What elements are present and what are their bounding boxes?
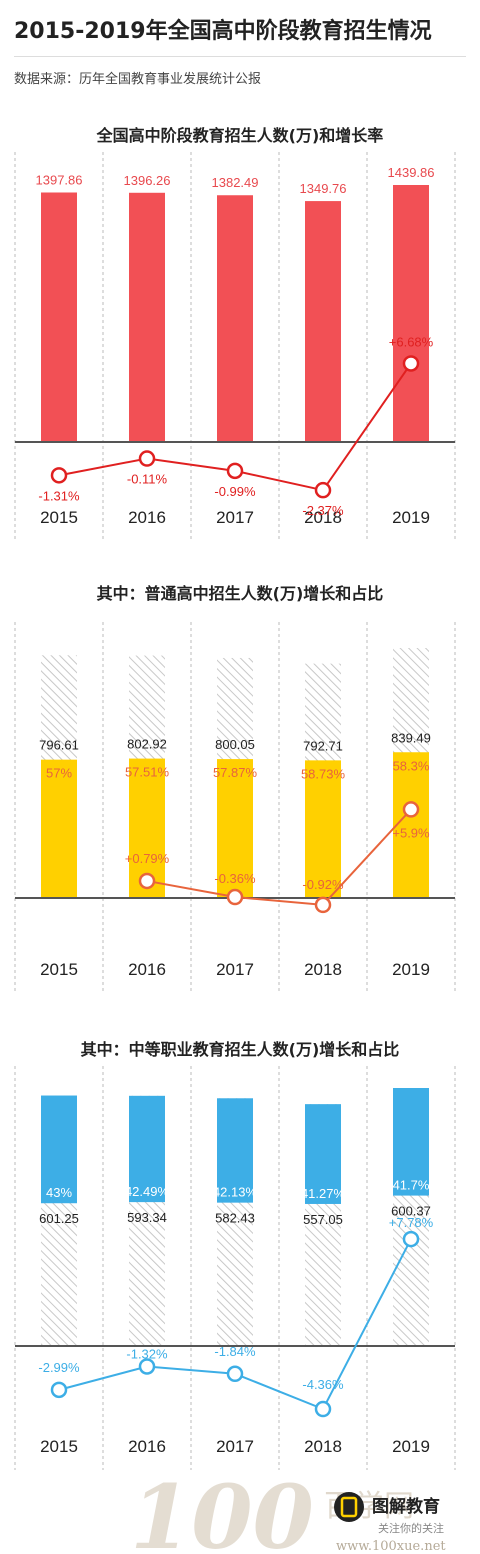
growth-rate-label: -0.36% (214, 871, 256, 886)
x-tick-label: 2018 (304, 960, 342, 979)
chart-title-general: 其中：普通高中招生人数(万)增长和占比 (96, 584, 384, 603)
x-tick-label: 2016 (128, 1437, 166, 1456)
brand-name: 图解教育 (372, 1496, 440, 1517)
share-label: 41.27% (301, 1186, 346, 1201)
line-point (50, 467, 68, 484)
brand-icon-mark (340, 1496, 358, 1518)
growth-rate-label: +0.79% (125, 851, 170, 866)
line-point (314, 896, 332, 914)
bar-total-enrollment (217, 195, 253, 442)
share-label: 57.87% (213, 765, 258, 780)
line-point (226, 462, 244, 480)
bar-general-enrollment (217, 759, 253, 898)
bar-vocational-enrollment (129, 1095, 165, 1203)
growth-rate-label: +7.78% (389, 1215, 434, 1230)
growth-rate-label: -1.32% (126, 1346, 168, 1361)
x-tick-label: 2015 (40, 508, 78, 527)
bar-value-label: 557.05 (303, 1212, 343, 1227)
chart-general-high-school: 2015 2016 2017 2018 2019 796.61 57% 802.92 57.51… (14, 622, 456, 992)
x-tick-label: 2019 (392, 508, 430, 527)
growth-rate-label: +5.9% (392, 825, 430, 840)
line-point (402, 801, 420, 818)
bar-value-label: 1382.49 (212, 175, 259, 190)
growth-line-general (146, 808, 412, 906)
line-point (402, 355, 420, 372)
bar-vocational-enrollment (41, 1095, 77, 1204)
share-label: 42.13% (213, 1185, 258, 1200)
line-point (50, 1381, 68, 1399)
growth-rate-label: -1.84% (214, 1344, 256, 1359)
share-label: 58.73% (301, 766, 346, 781)
share-label: 58.3% (393, 758, 430, 773)
brand-icon (334, 1492, 364, 1522)
bar-vocational-enrollment (305, 1104, 341, 1204)
chart-vocational-education: 2015 2016 2017 2018 2019 43% 601.25 42.49% 593.3… (14, 1066, 456, 1470)
data-source: 数据来源：历年全国教育事业发展统计公报 (14, 72, 262, 87)
line-point (314, 481, 332, 499)
share-label: 57% (46, 766, 72, 781)
growth-rate-label: +6.68% (389, 334, 434, 349)
share-label: 57.51% (125, 765, 170, 780)
bar-value-label: 1397.86 (36, 172, 83, 187)
line-point (138, 450, 156, 467)
bar-vocational-enrollment (393, 1088, 429, 1196)
share-label: 42.49% (125, 1184, 170, 1199)
bar-value-label: 582.43 (215, 1211, 255, 1226)
x-tick-label: 2019 (392, 960, 430, 979)
page-title: 2015-2019年全国高中阶段教育招生情况 (14, 19, 432, 44)
bar-value-label: 1396.26 (124, 173, 171, 188)
line-point (138, 1358, 156, 1375)
bar-total-enrollment (41, 192, 77, 442)
chart-title-total: 全国高中阶段教育招生人数(万)和增长率 (96, 126, 384, 145)
growth-rate-label: -0.92% (302, 877, 344, 892)
bar-value-label: 792.71 (303, 738, 343, 753)
growth-rate-label: -1.31% (38, 488, 80, 503)
growth-rate-label: -0.11% (127, 472, 168, 487)
line-point (226, 888, 244, 906)
x-tick-label: 2018 (304, 508, 342, 527)
x-tick-label: 2019 (392, 1437, 430, 1456)
chart-total-enrollment: 2015 2016 2017 2018 2019 1397.86 1396.26 1382.4… (14, 152, 456, 542)
share-label: 41.7% (393, 1178, 430, 1193)
x-tick-label: 2016 (128, 960, 166, 979)
x-tick-label: 2017 (216, 1437, 254, 1456)
title-divider (14, 56, 466, 57)
x-tick-label: 2017 (216, 960, 254, 979)
bar-total-enrollment (305, 201, 341, 442)
bar-value-label: 802.92 (127, 737, 167, 752)
x-tick-label: 2018 (304, 1437, 342, 1456)
bar-general-enrollment (305, 760, 341, 898)
bar-value-label: 593.34 (127, 1210, 167, 1225)
line-point (314, 1400, 332, 1418)
bar-value-label: 839.49 (391, 730, 431, 745)
x-tick-label: 2017 (216, 508, 254, 527)
bar-value-label: 800.05 (215, 737, 255, 752)
site-url: www.100xue.net (336, 1539, 446, 1554)
line-point (402, 1230, 420, 1248)
brand-tagline: 关注你的关注 (378, 1521, 444, 1535)
bar-value-label: 1439.86 (388, 165, 435, 180)
growth-rate-label: -4.36% (302, 1377, 344, 1392)
bar-value-label: 600.37 (391, 1204, 431, 1219)
bar-general-enrollment (41, 759, 77, 898)
chart-title-vocational: 其中：中等职业教育招生人数(万)增长和占比 (80, 1040, 400, 1059)
bar-value-label: 1349.76 (300, 181, 347, 196)
x-tick-label: 2015 (40, 960, 78, 979)
bar-total-enrollment (129, 192, 165, 442)
share-label: 43% (46, 1185, 72, 1200)
growth-rate-label: -2.37% (302, 503, 344, 518)
growth-rate-label: -2.99% (38, 1360, 80, 1375)
bar-total-enrollment (393, 185, 429, 442)
x-tick-label: 2016 (128, 508, 166, 527)
bar-value-label: 796.61 (39, 738, 79, 753)
line-point (226, 1365, 244, 1383)
x-tick-label: 2015 (40, 1437, 78, 1456)
bar-value-label: 601.25 (39, 1211, 79, 1226)
bar-vocational-enrollment (217, 1098, 253, 1203)
growth-rate-label: -0.99% (214, 484, 256, 499)
watermark-logo-numeral: 100 (130, 1478, 314, 1554)
footer-logo: 100 百学网 图解教育 关注你的关注 www.100xue.net (130, 1478, 446, 1554)
bar-general-enrollment (393, 752, 429, 898)
line-point (138, 872, 156, 890)
